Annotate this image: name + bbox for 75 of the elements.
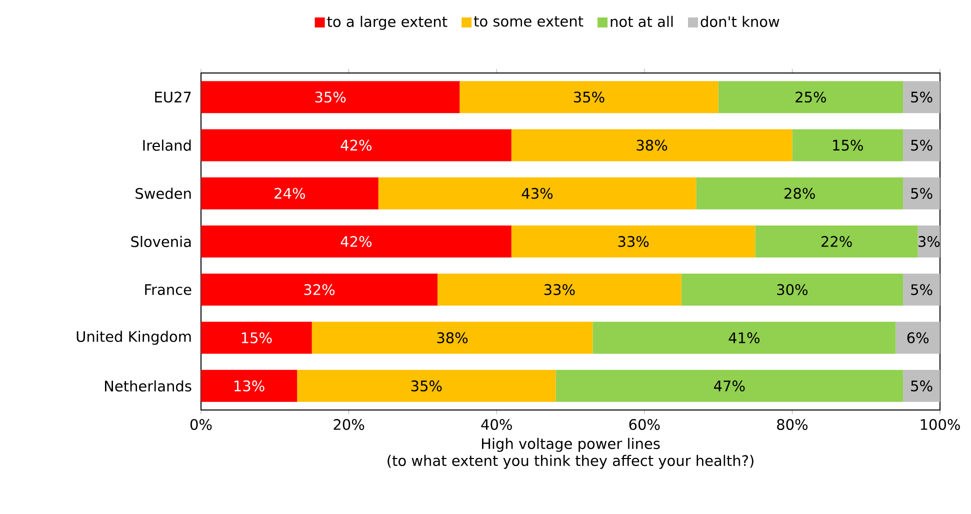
data-label: 15% — [833, 140, 863, 151]
data-label: 5% — [911, 140, 932, 151]
y-tick-label: Sweden — [136, 188, 191, 199]
bar — [903, 370, 940, 402]
data-label: 35% — [574, 92, 604, 103]
bar — [896, 322, 940, 354]
bar — [437, 274, 682, 306]
bar — [903, 81, 940, 114]
x-tick-label: 0% — [190, 419, 212, 430]
bar — [755, 226, 918, 258]
x-tick-label: 100% — [920, 419, 960, 430]
bar — [511, 129, 792, 162]
bar — [918, 226, 940, 258]
y-tick-label: Ireland — [143, 140, 191, 151]
data-label: 6% — [907, 332, 929, 344]
data-label: 33% — [544, 284, 575, 296]
bar — [201, 81, 460, 114]
bar — [696, 177, 904, 210]
y-tick-label: United Kingdom — [76, 330, 191, 345]
data-label: 35% — [315, 92, 346, 103]
data-label: 22% — [822, 236, 852, 247]
legend-label: to a large extent — [327, 16, 448, 30]
data-label: 42% — [340, 236, 372, 247]
data-label: 5% — [911, 380, 932, 392]
legend-label: to some extent — [474, 16, 584, 27]
bar — [201, 226, 512, 258]
bar — [201, 274, 438, 306]
bar — [718, 81, 904, 114]
data-label: 32% — [304, 284, 335, 296]
bar — [592, 322, 896, 354]
bar — [201, 322, 312, 354]
bar — [312, 322, 593, 354]
legend-label: not at all — [610, 16, 673, 28]
bar — [297, 370, 556, 402]
data-label: 28% — [784, 188, 815, 199]
y-tick-label: France — [145, 284, 192, 296]
data-label: 47% — [714, 380, 745, 392]
bar — [201, 370, 298, 402]
data-label: 30% — [777, 284, 808, 296]
data-label: 41% — [728, 332, 760, 344]
bar — [681, 274, 904, 306]
x-tick-label: 40% — [481, 419, 512, 430]
data-label: 5% — [911, 92, 932, 103]
data-label: 43% — [522, 188, 553, 199]
bar — [201, 177, 378, 210]
data-label: 25% — [796, 92, 826, 103]
bar — [201, 129, 512, 162]
data-label: 15% — [242, 332, 272, 344]
data-label: 35% — [411, 380, 442, 392]
x-tick-label: 80% — [777, 419, 808, 430]
data-label: 5% — [911, 284, 932, 296]
bar — [903, 177, 940, 210]
y-tick-label: Slovenia — [131, 236, 191, 248]
bar — [792, 129, 904, 162]
bar — [378, 177, 696, 210]
x-axis-title: High voltage power lines — [482, 438, 660, 452]
bar — [556, 370, 904, 402]
data-label: 42% — [340, 140, 372, 151]
data-label: 38% — [636, 140, 668, 151]
x-tick-label: 20% — [334, 419, 364, 430]
data-label: 3% — [918, 236, 940, 247]
data-label: 33% — [618, 236, 649, 247]
legend-label: don't know — [700, 16, 780, 28]
bar — [903, 274, 940, 306]
data-label: 13% — [234, 380, 264, 392]
bar — [460, 81, 718, 114]
bar — [903, 129, 940, 162]
x-tick-label: 60% — [629, 419, 660, 430]
text: (to what extent you think they affect your health?) — [388, 454, 754, 469]
y-tick-label: Netherlands — [105, 380, 192, 392]
y-tick-label: EU27 — [155, 92, 191, 103]
bar — [511, 226, 756, 258]
data-label: 5% — [911, 188, 932, 199]
data-label: 24% — [274, 188, 305, 199]
data-label: 38% — [437, 332, 468, 344]
